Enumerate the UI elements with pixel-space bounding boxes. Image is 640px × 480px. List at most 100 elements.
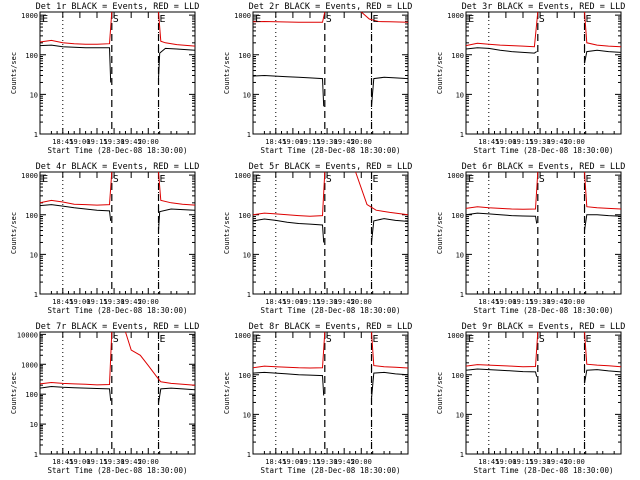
events-series-line [465, 368, 538, 377]
chart-title: Det 7r BLACK = Events, RED = LLD [36, 322, 200, 332]
event-marker-label: E [42, 174, 48, 185]
y-tick-label: 1000 [447, 332, 464, 340]
y-tick-label: 10 [456, 251, 464, 259]
y-tick-label: 1000 [234, 172, 251, 180]
y-axis-label: Counts/sec [223, 212, 231, 254]
events-series-line [39, 44, 112, 83]
lld-series-line [355, 171, 409, 216]
x-axis-label: Start Time (28-Dec-08 18:30:00) [48, 146, 188, 155]
x-tick-label: 19:45 [547, 138, 568, 146]
x-tick-label: 19:30 [104, 138, 125, 146]
event-marker-label: S [326, 14, 332, 25]
x-tick-label: 18:45 [265, 138, 286, 146]
events-series-line [158, 208, 196, 231]
event-marker-label: E [373, 334, 379, 345]
plot-frame [252, 331, 409, 455]
event-marker-label: S [113, 334, 119, 345]
x-tick-label: 19:15 [86, 298, 107, 306]
x-tick-label: 20:00 [138, 138, 159, 146]
x-tick-label: 19:45 [334, 138, 355, 146]
y-tick-label: 100 [451, 372, 464, 380]
lld-series-line [252, 171, 326, 217]
lld-series-line [158, 11, 196, 47]
lld-series-line [252, 11, 326, 23]
x-tick-label: 19:30 [104, 458, 125, 466]
x-tick-label: 18:45 [478, 298, 499, 306]
lld-series-line [39, 171, 113, 206]
plot-frame [465, 171, 622, 295]
y-tick-label: 1000 [21, 12, 38, 20]
event-marker-label: S [539, 334, 545, 345]
x-tick-label: 18:45 [265, 458, 286, 466]
events-series-line [252, 218, 325, 243]
x-tick-label: 19:30 [530, 458, 551, 466]
lld-series-line [584, 11, 622, 48]
event-marker-label: S [113, 174, 119, 185]
x-tick-label: 19:45 [121, 298, 142, 306]
chart-title: Det 2r BLACK = Events, RED = LLD [249, 2, 413, 12]
y-tick-label: 100 [25, 212, 38, 220]
x-tick-label: 19:00 [69, 138, 90, 146]
x-tick-label: 20:00 [564, 458, 585, 466]
y-tick-label: 100 [451, 52, 464, 60]
event-marker-label: E [468, 14, 474, 25]
x-tick-label: 19:00 [69, 458, 90, 466]
event-marker-label: E [586, 174, 592, 185]
event-marker-label: E [255, 174, 261, 185]
plot-frame [252, 171, 409, 295]
y-tick-label: 1 [460, 291, 464, 299]
y-axis-label: Counts/sec [223, 52, 231, 94]
x-tick-label: 19:30 [317, 458, 338, 466]
x-tick-label: 19:45 [334, 458, 355, 466]
y-axis-label: Counts/sec [223, 372, 231, 414]
x-tick-label: 18:45 [265, 298, 286, 306]
x-tick-label: 18:45 [478, 138, 499, 146]
plot-frame [252, 11, 409, 135]
x-tick-label: 19:30 [317, 138, 338, 146]
y-tick-label: 10 [30, 251, 38, 259]
x-tick-label: 19:30 [530, 298, 551, 306]
events-series-line [371, 371, 409, 399]
events-series-line [465, 212, 538, 224]
y-axis-label: Counts/sec [10, 212, 18, 254]
event-marker-label: E [468, 174, 474, 185]
events-series-line [158, 387, 196, 404]
events-series-line [371, 76, 409, 107]
event-marker-label: S [113, 14, 119, 25]
x-tick-label: 19:15 [512, 138, 533, 146]
x-axis-label: Start Time (28-Dec-08 18:30:00) [261, 146, 401, 155]
y-tick-label: 1000 [447, 12, 464, 20]
event-marker-label: E [160, 14, 166, 25]
y-tick-label: 100 [238, 372, 251, 380]
y-tick-label: 100 [25, 391, 38, 399]
y-tick-label: 1 [460, 451, 464, 459]
x-tick-label: 19:00 [495, 138, 516, 146]
event-marker-label: E [373, 174, 379, 185]
events-series-line [158, 47, 196, 79]
x-tick-label: 20:00 [564, 138, 585, 146]
y-tick-label: 1 [247, 131, 251, 139]
plot-frame [39, 171, 196, 295]
chart-title: Det 1r BLACK = Events, RED = LLD [36, 2, 200, 12]
x-tick-label: 19:00 [282, 458, 303, 466]
event-marker-label: E [160, 174, 166, 185]
y-tick-label: 1 [34, 291, 38, 299]
events-series-line [371, 218, 409, 243]
x-tick-label: 19:45 [547, 298, 568, 306]
chart-panel-4: Det 4r BLACK = Events, RED = LLD 1 10 100 10… [10, 162, 199, 315]
x-tick-label: 19:15 [512, 298, 533, 306]
chart-panel-6: Det 6r BLACK = Events, RED = LLD 1 10 100 10… [436, 162, 625, 315]
x-tick-label: 19:00 [69, 298, 90, 306]
x-tick-label: 20:00 [351, 298, 372, 306]
x-tick-label: 19:45 [547, 458, 568, 466]
x-tick-label: 19:00 [495, 298, 516, 306]
x-tick-label: 19:00 [282, 138, 303, 146]
x-axis-label: Start Time (28-Dec-08 18:30:00) [474, 466, 614, 475]
lld-series-line [584, 331, 622, 368]
y-tick-label: 1 [247, 291, 251, 299]
x-tick-label: 19:00 [495, 458, 516, 466]
lld-series-line [125, 331, 196, 386]
x-axis-label: Start Time (28-Dec-08 18:30:00) [261, 466, 401, 475]
x-tick-label: 19:15 [86, 138, 107, 146]
x-axis-label: Start Time (28-Dec-08 18:30:00) [474, 146, 614, 155]
